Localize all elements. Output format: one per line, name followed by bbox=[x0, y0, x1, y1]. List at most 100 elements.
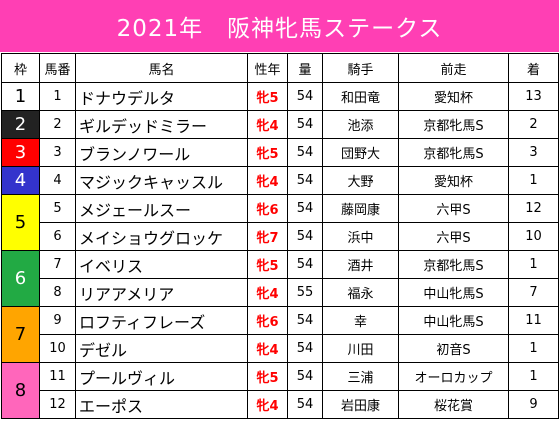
horse-number-cell: 11 bbox=[39, 362, 76, 391]
table-row: 5 5 メジェールスー 牝6 54 藤岡康 六甲S 12 bbox=[1, 194, 559, 251]
previous-finish-cell: 1 bbox=[508, 166, 559, 195]
horse-name-cell: プールヴィル bbox=[75, 362, 248, 391]
previous-race-cell: オーロカップ bbox=[398, 362, 509, 391]
gate-cell: 3 bbox=[1, 138, 40, 167]
table-row: 2 2 ギルデッドミラー 牝4 54 池添 京都牝馬S 2 bbox=[1, 110, 559, 139]
header-sex-age: 性年 bbox=[247, 53, 288, 83]
table-row: 3 3 ブランノワール 牝5 54 団野大 京都牝馬S 3 bbox=[1, 138, 559, 167]
weight-cell: 54 bbox=[287, 110, 323, 139]
table-row: 6 7 イベリス 牝5 54 酒井 京都牝馬S 1 bbox=[1, 250, 559, 307]
sex-age-cell: 牝4 bbox=[247, 390, 288, 419]
weight-cell: 55 bbox=[287, 278, 323, 307]
previous-race-cell: 中山牝馬S bbox=[398, 306, 509, 335]
horse-number-cell: 3 bbox=[39, 138, 76, 167]
horse-name-cell: ドナウデルタ bbox=[75, 82, 248, 111]
jockey-cell: 団野大 bbox=[322, 138, 399, 167]
previous-finish-cell: 9 bbox=[508, 390, 559, 419]
previous-finish-cell: 13 bbox=[508, 82, 559, 111]
weight-cell: 54 bbox=[287, 194, 323, 223]
table-row: 7 9 ロフティフレーズ 牝6 54 幸中山牝馬S 11 bbox=[1, 306, 559, 363]
previous-race-cell: 桜花賞 bbox=[398, 390, 509, 419]
previous-finish-cell: 7 bbox=[508, 278, 559, 307]
weight-cell: 54 bbox=[287, 390, 323, 419]
previous-finish-cell: 12 bbox=[508, 194, 559, 223]
previous-finish-cell: 1 bbox=[508, 250, 559, 279]
previous-finish-cell: 2 bbox=[508, 110, 559, 139]
jockey-cell: 浜中 bbox=[322, 222, 399, 251]
weight-cell: 54 bbox=[287, 166, 323, 195]
previous-race-cell: 中山牝馬S bbox=[398, 278, 509, 307]
jockey-cell: 三浦 bbox=[322, 362, 399, 391]
gate-cell: 7 bbox=[1, 306, 40, 363]
sex-age-cell: 牝5 bbox=[247, 82, 288, 111]
weight-cell: 54 bbox=[287, 138, 323, 167]
jockey-cell: 福永 bbox=[322, 278, 399, 307]
sex-age-cell: 牝5 bbox=[247, 250, 288, 279]
header-row: 枠 馬番 馬名 性年 量 騎手 前走 着 bbox=[1, 53, 559, 83]
sex-age-cell: 牝4 bbox=[247, 334, 288, 363]
sex-age-cell: 牝5 bbox=[247, 138, 288, 167]
previous-finish-cell: 1 bbox=[508, 362, 559, 391]
horse-name-cell: イベリス bbox=[75, 250, 248, 279]
entry-table: 枠 馬番 馬名 性年 量 騎手 前走 着 1 1 ドナウデルタ 牝5 54 和田竜 愛知杯 1… bbox=[1, 53, 559, 419]
table-row: 10 デゼル 牝4 54 川田 初音S 1 bbox=[2, 334, 559, 363]
weight-cell: 54 bbox=[287, 362, 323, 391]
gate-cell: 2 bbox=[1, 110, 40, 139]
header-horse-number: 馬番 bbox=[39, 53, 76, 83]
sex-age-cell: 牝5 bbox=[247, 362, 288, 391]
sex-age-cell: 牝7 bbox=[247, 222, 288, 251]
jockey-cell: 和田竜 bbox=[322, 82, 399, 111]
jockey-cell: 藤岡康 bbox=[322, 194, 399, 223]
gate-cell: 1 bbox=[1, 82, 40, 111]
table-row: 4 4 マジックキャッスル 牝4 54 大野 愛知杯 1 bbox=[1, 166, 559, 195]
previous-finish-cell: 1 bbox=[508, 334, 559, 363]
table-row: 1 1 ドナウデルタ 牝5 54 和田竜 愛知杯 13 bbox=[1, 82, 559, 111]
header-previous-race: 前走 bbox=[398, 53, 509, 83]
previous-race-cell: 京都牝馬S bbox=[398, 138, 509, 167]
gate-cell: 5 bbox=[1, 194, 40, 251]
jockey-cell: 川田 bbox=[322, 334, 399, 363]
horse-name-cell: ブランノワール bbox=[75, 138, 248, 167]
sex-age-cell: 牝6 bbox=[247, 194, 288, 223]
horse-number-cell: 12 bbox=[39, 390, 76, 419]
header-weight: 量 bbox=[287, 53, 323, 83]
horse-number-cell: 8 bbox=[39, 278, 76, 307]
horse-number-cell: 9 bbox=[39, 306, 76, 335]
gate-cell: 8 bbox=[1, 362, 40, 419]
horse-name-cell: エーポス bbox=[75, 390, 248, 419]
horse-name-cell: メジェールスー bbox=[75, 194, 248, 223]
jockey-cell: 大野 bbox=[322, 166, 399, 195]
previous-race-cell: 京都牝馬S bbox=[398, 110, 509, 139]
sex-age-cell: 牝4 bbox=[247, 278, 288, 307]
horse-name-cell: リアアメリア bbox=[75, 278, 248, 307]
jockey-cell: 幸 bbox=[322, 306, 399, 335]
horse-name-cell: ギルデッドミラー bbox=[75, 110, 248, 139]
weight-cell: 54 bbox=[287, 82, 323, 111]
previous-race-cell: 六甲S bbox=[398, 222, 509, 251]
gate-cell: 6 bbox=[1, 250, 40, 307]
jockey-cell: 酒井 bbox=[322, 250, 399, 279]
previous-race-cell: 愛知杯 bbox=[398, 82, 509, 111]
header-jockey: 騎手 bbox=[322, 53, 399, 83]
horse-number-cell: 5 bbox=[39, 194, 76, 223]
header-horse-name: 馬名 bbox=[75, 53, 248, 83]
horse-number-cell: 2 bbox=[39, 110, 76, 139]
header-gate: 枠 bbox=[1, 53, 40, 83]
horse-name-cell: ロフティフレーズ bbox=[75, 306, 248, 335]
weight-cell: 54 bbox=[287, 306, 323, 335]
horse-name-cell: デゼル bbox=[75, 334, 248, 363]
sex-age-cell: 牝4 bbox=[247, 110, 288, 139]
table-row: 12 エーポス 牝4 54 岩田康 桜花賞 9 bbox=[2, 390, 559, 419]
table-row: 8 リアアメリア 牝4 55 福永 中山牝馬S 7 bbox=[2, 278, 559, 307]
previous-finish-cell: 3 bbox=[508, 138, 559, 167]
previous-race-cell: 初音S bbox=[398, 334, 509, 363]
table-row: 6 メイショウグロッケ 牝7 54 浜中 六甲S 10 bbox=[2, 222, 559, 251]
weight-cell: 54 bbox=[287, 222, 323, 251]
sex-age-cell: 牝6 bbox=[247, 306, 288, 335]
weight-cell: 54 bbox=[287, 334, 323, 363]
jockey-cell: 池添 bbox=[322, 110, 399, 139]
previous-finish-cell: 10 bbox=[508, 222, 559, 251]
horse-number-cell: 1 bbox=[39, 82, 76, 111]
horse-number-cell: 7 bbox=[39, 250, 76, 279]
gate-cell: 4 bbox=[1, 166, 40, 195]
